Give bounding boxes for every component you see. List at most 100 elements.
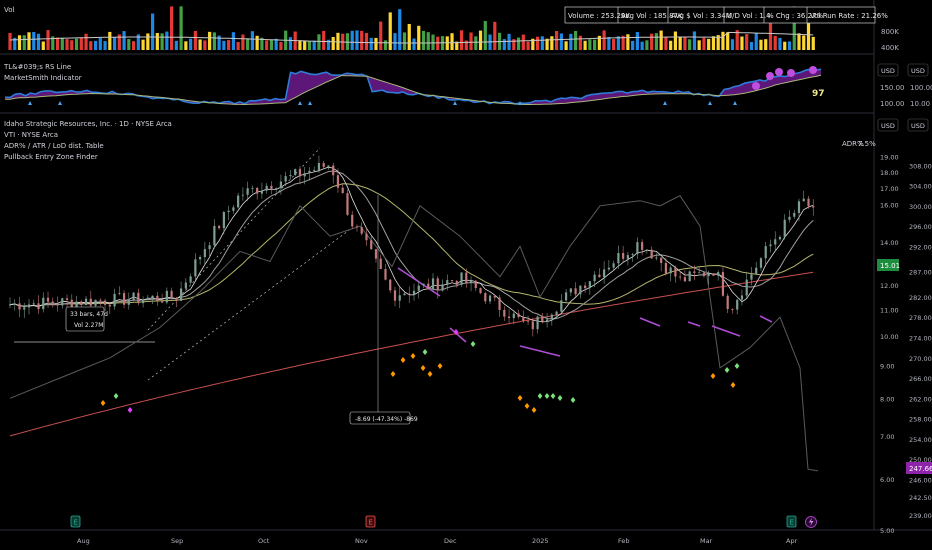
candle-body [389, 279, 392, 291]
volume-bar [8, 32, 12, 50]
candle-body [631, 254, 634, 256]
candle-body [603, 269, 606, 278]
time-axis-label: Sep [171, 537, 183, 545]
entry-marker [550, 393, 556, 399]
volume-bar [255, 35, 259, 50]
volume-bar [545, 38, 549, 50]
volume-bar [355, 30, 359, 50]
rs-axis-right: 100.00 [910, 84, 932, 92]
volume-bar [303, 41, 307, 50]
candle-body [180, 288, 183, 301]
volume-bar [450, 33, 454, 50]
candle-body [469, 280, 473, 284]
candle-body [165, 290, 168, 303]
candle-body [132, 292, 135, 300]
main-currency-right-button[interactable] [907, 118, 929, 132]
candle-body [626, 255, 629, 259]
volume-bar [398, 9, 402, 51]
candle-body [655, 257, 658, 259]
volume-bar [184, 41, 188, 50]
volume-bar [146, 33, 150, 50]
volume-label: Vol [4, 6, 15, 14]
volume-bar [298, 40, 302, 50]
candle-body [488, 295, 492, 302]
volume-bar [193, 30, 197, 50]
price-axis-left-tick: 5.00 [880, 527, 894, 535]
main-currency-left-button[interactable] [877, 118, 899, 132]
candle-body [227, 210, 230, 213]
price-axis-left-tick: 12.00 [880, 282, 899, 290]
price-axis-right-tick: 242.50 [909, 494, 932, 502]
rs-new-high-marker [298, 101, 302, 105]
rs-axis-left: 150.00 [880, 84, 905, 92]
adr-value: 7.5% [858, 140, 876, 148]
candle-body [327, 165, 330, 167]
entry-marker [730, 382, 736, 388]
vti-price-tag-value: 247.66 [909, 465, 932, 473]
rs-moving-average [4, 74, 822, 106]
volume-bar [274, 38, 278, 50]
lightning-event-icon[interactable] [805, 516, 817, 528]
volume-bar [787, 41, 792, 50]
pullback-zone-segment [449, 327, 467, 343]
candle-body [127, 299, 130, 305]
volume-bar [79, 37, 83, 50]
volume-bar [65, 39, 69, 50]
candle-body [721, 272, 725, 296]
rs-axis-right: 10.00 [910, 100, 930, 108]
volume-bar [131, 41, 136, 50]
volume-bar [60, 37, 64, 50]
candle-body [736, 299, 739, 310]
entry-marker [113, 393, 119, 399]
price-axis-right-tick: 246.00 [909, 476, 932, 484]
rs-currency-left-button[interactable] [877, 63, 899, 77]
rs-axis-left: 100.00 [880, 100, 905, 108]
pullback-zone-segment [639, 317, 661, 327]
candle-body [460, 272, 463, 285]
volume-axis-label: 400K [881, 44, 899, 52]
price-axis-right-tick: 282.00 [909, 294, 932, 302]
candle-body [584, 285, 587, 289]
candle-body [270, 185, 273, 190]
ma-50-line [9, 183, 814, 307]
time-axis-label: 2025 [532, 537, 549, 545]
earnings-event-icon[interactable]: E [365, 515, 376, 528]
price-axis-right-tick: 308.00 [909, 162, 932, 170]
candle-body [441, 284, 444, 291]
candle-body [745, 279, 748, 296]
time-axis-label: Oct [258, 537, 270, 545]
candle-body [256, 187, 259, 194]
volume-bar [535, 36, 540, 50]
candle-body [398, 295, 401, 301]
entry-marker [390, 371, 396, 377]
price-axis-left-tick: 8.00 [880, 396, 894, 404]
candle-body [289, 175, 292, 177]
earnings-event-icon[interactable]: E [786, 515, 797, 528]
stat-ud-vol: U/D Vol : 1.4 [727, 12, 771, 20]
candle-body [237, 195, 240, 208]
candle-body [569, 288, 572, 293]
candle-body [241, 194, 244, 196]
volume-bar [426, 32, 430, 50]
rs-currency-right-button[interactable] [907, 63, 929, 77]
candle-body [118, 293, 121, 294]
volume-bar [759, 39, 763, 50]
volume-bar [212, 32, 216, 50]
entry-marker [470, 341, 476, 347]
volume-bar [702, 37, 706, 50]
volume-bar [797, 33, 801, 50]
volume-bar [578, 35, 582, 50]
candle-body [802, 198, 805, 202]
earnings-event-icon[interactable]: E [70, 515, 81, 528]
price-axis-right-tick: 300.00 [909, 203, 932, 211]
volume-bar [631, 40, 635, 50]
entry-marker [570, 397, 576, 403]
candle-body [137, 292, 140, 304]
vti-price-tag [906, 462, 932, 474]
price-axis-right-tick: 270.00 [909, 355, 932, 363]
candle-body [194, 259, 197, 277]
volume-bar [569, 33, 573, 50]
stat-pct-chg: % Chg : 36.27% [767, 12, 824, 20]
candle-body [726, 295, 729, 310]
candle-body [313, 170, 316, 171]
